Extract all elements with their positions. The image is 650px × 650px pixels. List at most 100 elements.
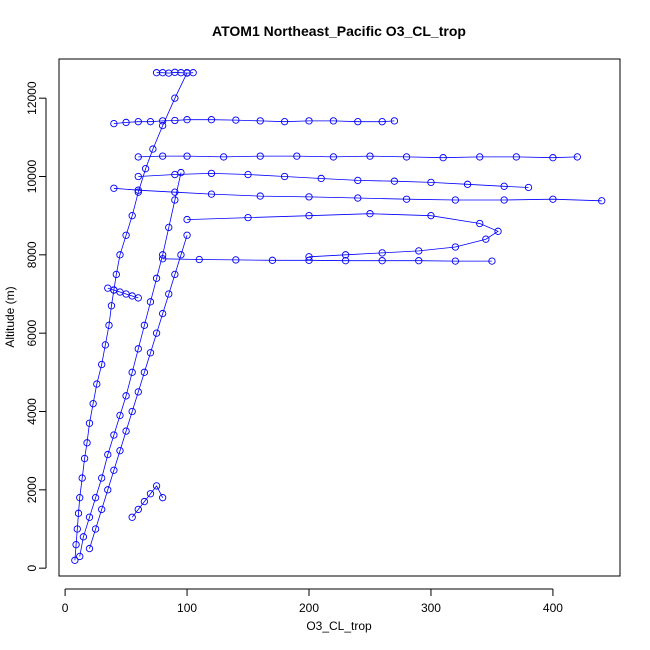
y-tick-label: 8000 (25, 241, 39, 268)
data-point (207, 169, 216, 178)
data-point (183, 215, 191, 224)
data-point (134, 294, 142, 302)
data-point (134, 118, 142, 126)
data-point (482, 235, 490, 243)
data-point (439, 154, 447, 162)
data-point (116, 411, 124, 420)
data-point (476, 153, 484, 161)
series-line (187, 213, 499, 258)
data-point (305, 193, 313, 201)
data-point (128, 368, 136, 376)
data-point (134, 186, 142, 194)
data-point (110, 431, 118, 439)
y-tick-label: 6000 (25, 319, 39, 346)
data-point (488, 257, 496, 265)
x-tick-label: 0 (62, 601, 69, 615)
data-point (152, 274, 161, 282)
data-point (89, 400, 97, 408)
data-point (524, 183, 533, 192)
data-point (159, 121, 167, 130)
data-point (207, 190, 216, 198)
data-point (219, 153, 228, 161)
data-point (146, 349, 155, 357)
data-series (110, 116, 399, 128)
data-point (104, 486, 112, 494)
data-series (134, 169, 533, 192)
data-point (177, 168, 185, 177)
data-point (78, 474, 86, 482)
data-point (141, 165, 150, 173)
data-point (140, 497, 149, 506)
series-line (138, 155, 578, 159)
data-point (280, 118, 289, 126)
data-point (232, 116, 240, 124)
data-point (152, 329, 161, 337)
data-point (171, 196, 179, 204)
data-point (105, 321, 113, 329)
data-series (110, 184, 606, 205)
data-point (85, 544, 94, 553)
data-point (91, 525, 100, 533)
data-point (354, 194, 362, 202)
data-series (128, 482, 167, 521)
data-point (122, 427, 130, 435)
data-point (159, 117, 167, 125)
series-line (131, 485, 164, 518)
data-point (171, 270, 179, 279)
data-point (76, 494, 84, 502)
data-point (451, 243, 460, 251)
data-point (146, 298, 155, 306)
data-point (71, 556, 79, 564)
y-tick-label: 10000 (25, 159, 39, 193)
data-point (159, 251, 167, 259)
data-point (329, 117, 338, 125)
data-point (104, 450, 112, 459)
data-point (140, 321, 149, 329)
data-point (598, 197, 606, 205)
data-point (341, 257, 350, 265)
x-tick-label: 100 (177, 601, 197, 615)
data-point (415, 257, 423, 265)
data-point (573, 153, 581, 161)
data-point (183, 116, 191, 124)
data-point (305, 212, 313, 220)
data-series (134, 152, 581, 162)
data-point (98, 360, 106, 369)
data-point (171, 94, 179, 102)
data-point (159, 494, 167, 502)
x-tick-label: 200 (299, 601, 319, 615)
data-point (305, 117, 313, 125)
data-point (165, 290, 173, 298)
data-point (122, 392, 130, 400)
data-point (256, 192, 264, 200)
data-point (512, 153, 520, 161)
data-point (122, 231, 130, 239)
data-point (128, 212, 136, 220)
data-series (152, 68, 197, 77)
data-point (134, 172, 142, 181)
data-point (110, 466, 118, 474)
series-line (138, 172, 529, 188)
y-tick-label: 4000 (25, 398, 39, 425)
data-point (83, 439, 91, 447)
data-point (390, 117, 399, 125)
data-point (146, 118, 155, 126)
data-point (91, 494, 100, 502)
data-series (71, 69, 191, 564)
data-point (110, 184, 118, 192)
data-point (390, 177, 399, 185)
data-point (317, 174, 325, 183)
data-point (134, 345, 142, 353)
data-point (85, 513, 94, 521)
data-series (159, 255, 496, 265)
data-point (451, 257, 460, 265)
data-point (329, 153, 338, 161)
data-point (476, 219, 484, 228)
data-point (80, 454, 89, 463)
data-point (280, 172, 289, 181)
data-point (74, 509, 83, 517)
data-point (159, 255, 167, 263)
data-point (195, 255, 203, 264)
data-series (76, 168, 185, 561)
